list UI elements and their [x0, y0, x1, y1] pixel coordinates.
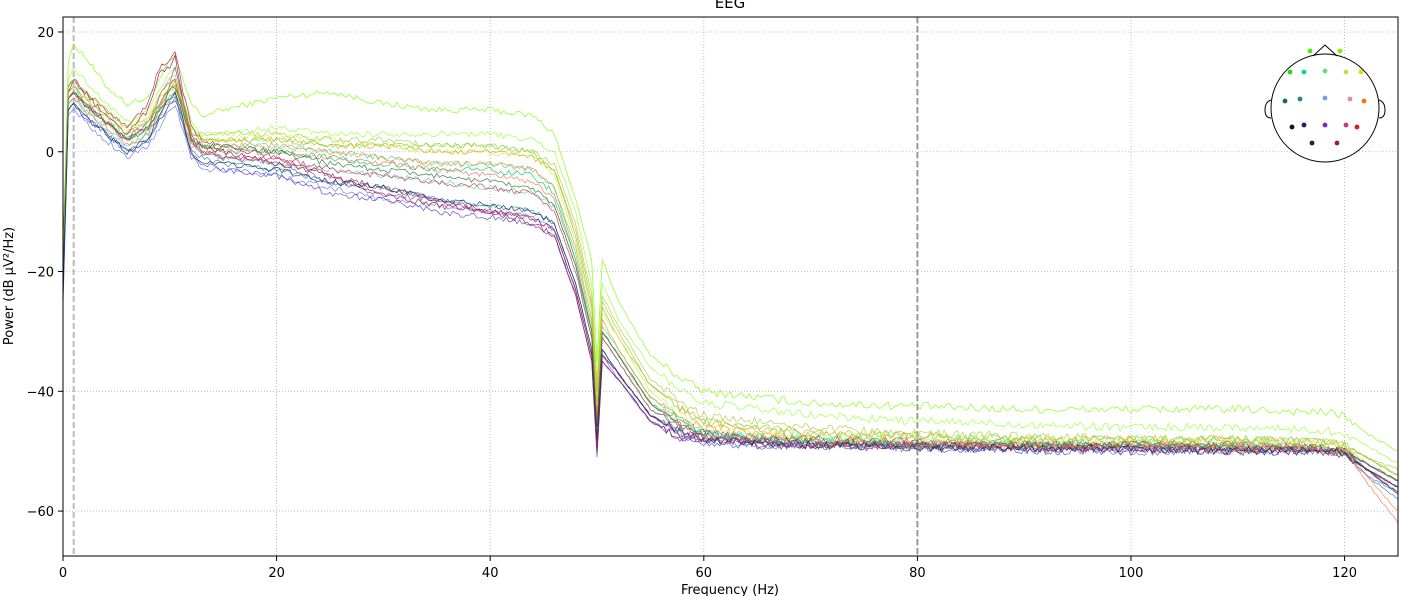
psd-trace [62, 93, 1399, 524]
sensor-topomap-inset [1264, 44, 1386, 163]
sensor-dot [1361, 98, 1367, 104]
sensor-dot [1343, 69, 1349, 75]
psd-trace [62, 91, 1399, 493]
sensor-dot [1301, 122, 1307, 128]
psd-trace [62, 83, 1399, 511]
sensor-dot [1354, 124, 1360, 130]
psd-trace [62, 84, 1399, 489]
sensor-dot [1282, 98, 1288, 104]
x-tick-label: 60 [696, 566, 713, 581]
sensor-dot [1358, 69, 1364, 75]
grid-lines [62, 17, 1398, 556]
psd-trace [62, 66, 1399, 487]
x-axis-label: Frequency (Hz) [681, 583, 779, 596]
sensor-dot [1347, 96, 1353, 102]
sensor-dot [1343, 122, 1349, 128]
x-tick-label: 20 [268, 566, 285, 581]
filter-cutoff-markers [72, 17, 919, 556]
psd-trace [62, 80, 1399, 476]
sensor-dot [1337, 48, 1343, 54]
psd-trace [62, 65, 1399, 464]
psd-trace [62, 74, 1399, 471]
y-tick-label: −40 [27, 385, 54, 400]
sensor-dot [1334, 140, 1340, 146]
y-tick-label: −20 [27, 266, 54, 281]
psd-traces [62, 43, 1399, 524]
nose-outline [1312, 44, 1338, 57]
x-axis-ticks: 0 20 40 60 80 100 120 [59, 556, 1357, 581]
left-ear-outline [1264, 99, 1272, 119]
sensor-dot [1301, 69, 1307, 75]
head-outline [1270, 53, 1380, 163]
plot-frame [62, 16, 1399, 557]
sensor-dot [1309, 140, 1315, 146]
sensor-dot [1287, 69, 1293, 75]
psd-trace [62, 79, 1399, 481]
sensor-dot [1322, 68, 1328, 74]
y-tick-label: 20 [37, 26, 54, 41]
x-tick-label: 120 [1332, 566, 1357, 581]
psd-trace [62, 78, 1399, 495]
x-tick-label: 0 [59, 566, 67, 581]
x-tick-label: 40 [482, 566, 499, 581]
psd-trace [62, 54, 1399, 488]
psd-trace [62, 43, 1399, 451]
psd-trace [62, 51, 1399, 482]
psd-trace [62, 79, 1399, 476]
y-axis-label: Power (dB µV²/Hz) [2, 227, 17, 345]
sensor-dot [1289, 124, 1295, 130]
y-tick-label: 0 [46, 146, 54, 161]
sensor-dot [1307, 48, 1313, 54]
psd-trace [62, 86, 1399, 481]
x-tick-label: 80 [909, 566, 926, 581]
sensor-dot [1297, 96, 1303, 102]
sensor-dot [1322, 122, 1328, 128]
right-ear-outline [1378, 99, 1386, 119]
sensor-dot [1322, 95, 1328, 101]
y-tick-label: −60 [27, 505, 54, 520]
x-tick-label: 100 [1119, 566, 1144, 581]
chart-title: EEG [715, 0, 746, 12]
y-axis-ticks: −60 −40 −20 0 20 [27, 26, 63, 520]
